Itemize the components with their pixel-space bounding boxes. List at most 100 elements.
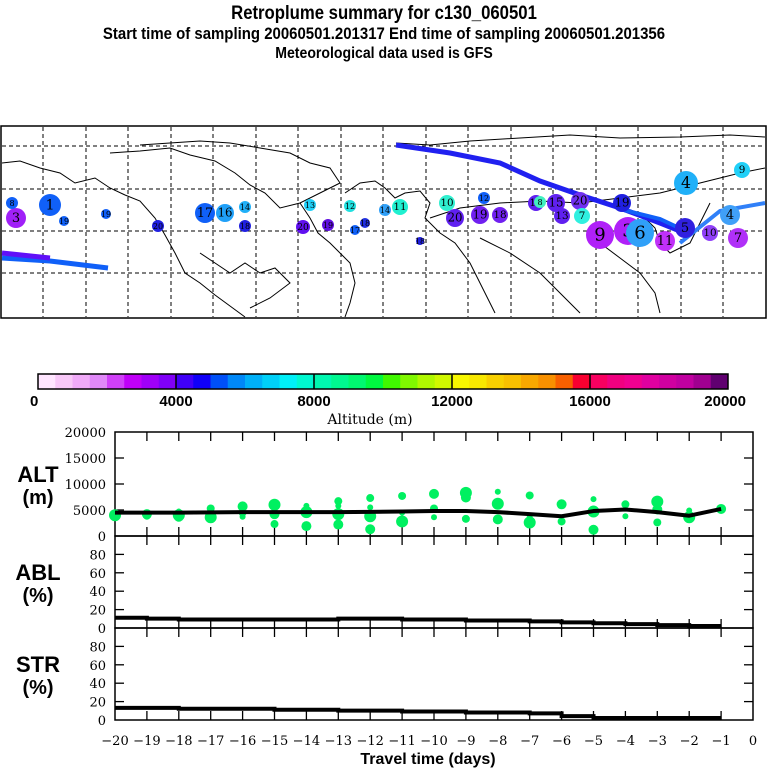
y-tick-label: 0 [98, 714, 106, 729]
panel-unit: (m) [22, 487, 53, 509]
plume-marker [674, 171, 698, 195]
plume-marker [734, 162, 750, 178]
colorbar-cell [521, 374, 539, 389]
plume-marker-label: 17 [350, 226, 360, 235]
plume-marker [728, 228, 748, 248]
scatter-point [588, 524, 599, 535]
colorbar-tick-label: 12000 [431, 393, 473, 410]
plume-marker [720, 205, 740, 225]
scatter-point [431, 514, 437, 521]
plume-marker [195, 203, 215, 223]
plume-marker-label: 18 [415, 237, 425, 246]
scatter-point [651, 495, 664, 508]
panel-str: 0 20 40 60 80 STR(%) [16, 627, 754, 729]
plume-marker-label: 9 [594, 225, 605, 246]
scatter-point [494, 488, 501, 495]
coastline [479, 237, 581, 314]
colorbar-cell [314, 374, 332, 389]
colorbar-cell [710, 374, 729, 389]
plume-marker-label: 18 [493, 209, 506, 221]
x-tick-label: −11 [388, 734, 415, 749]
plume-marker-label: 10 [440, 197, 453, 209]
colorbar-cell [193, 374, 211, 389]
plume-marker [360, 218, 370, 228]
plume-marker-label: 19 [615, 196, 630, 210]
colorbar-cell [693, 374, 712, 389]
plume-marker-label: 17 [197, 206, 214, 221]
plume-marker [655, 231, 675, 251]
plume-marker-label: 18 [240, 222, 250, 231]
series-line [115, 615, 722, 628]
x-tick-label: −15 [261, 734, 288, 749]
scatter-point [396, 515, 409, 528]
colorbar-cell [590, 374, 608, 389]
plume-marker-label: 14 [240, 203, 250, 212]
trajectory-track [1, 250, 51, 261]
x-tick-label: −12 [356, 734, 383, 749]
colorbar-cell [469, 374, 487, 389]
scatter-point [557, 517, 566, 526]
colorbar-tick-label: 16000 [569, 393, 611, 410]
panel-alt: 0 5000 10000 15000 20000 ALT(m) [17, 426, 754, 545]
colorbar-cell [624, 374, 643, 389]
colorbar-tick-label: 8000 [297, 393, 330, 410]
x-tick-label: −9 [456, 734, 475, 749]
colorbar-cell [107, 374, 125, 389]
panel-label: ABL [15, 560, 60, 585]
plume-marker [626, 219, 654, 247]
plume-marker [216, 204, 234, 222]
x-tick-label: −3 [648, 734, 667, 749]
plume-marker-label: 8 [9, 199, 14, 208]
scatter-point [429, 488, 439, 499]
x-tick-label: −8 [488, 734, 507, 749]
panel-frame [114, 535, 754, 629]
plume-marker-label: 10 [703, 227, 716, 239]
y-tick-label: 20 [89, 604, 106, 619]
trajectory-track [1, 255, 109, 271]
scatter-point [461, 514, 470, 523]
plume-marker-label: 7 [734, 231, 742, 246]
colorbar-cell [279, 374, 298, 389]
scatter-point [460, 492, 471, 503]
plume-marker-label: 4 [681, 174, 691, 192]
colorbar-tick-label: 20000 [704, 393, 746, 410]
colorbar-cell [331, 374, 349, 389]
plume-marker [296, 220, 310, 234]
colorbar-cell [555, 374, 574, 389]
colorbar-cell [607, 374, 625, 389]
series-line [115, 507, 722, 519]
colorbar-cell [176, 374, 194, 389]
plume-marker-label: 15 [549, 196, 564, 210]
plume-marker-label: 18 [360, 219, 370, 228]
x-tick-label: −16 [229, 734, 256, 749]
colorbar-cell [503, 374, 522, 389]
plume-marker-label: 20 [153, 222, 163, 231]
y-tick-label: 0 [98, 530, 106, 545]
scatter-point [366, 494, 375, 503]
coastline [199, 252, 291, 309]
altitude-colorbar: 0 4000 8000 12000 16000 20000 Altitude (m) [30, 373, 746, 428]
x-tick-label: −10 [420, 734, 447, 749]
x-tick-label: −4 [616, 734, 635, 749]
plume-marker [586, 221, 614, 249]
plume-marker [702, 225, 718, 241]
plume-marker-label: 7 [579, 210, 586, 222]
coastline [599, 242, 661, 314]
x-tick-labels: −20 −19 −18 −17 −16 −15 −14 −13 −12 −11 −10 −9 −8 −7−… [101, 734, 757, 749]
plume-marker-label: 11 [657, 234, 674, 249]
colorbar-cell [348, 374, 367, 389]
colorbar-cell [210, 374, 229, 389]
x-tick-label: −18 [165, 734, 192, 749]
plume-marker [675, 218, 695, 238]
scatter-point [335, 502, 342, 509]
y-tick-label: 0 [98, 622, 106, 637]
plume-marker-label: 11 [393, 201, 406, 213]
coastline [395, 134, 766, 146]
scatter-point [332, 508, 345, 521]
plume-marker [101, 209, 111, 219]
scatter-point [491, 497, 504, 510]
scatter-point [525, 491, 534, 500]
colorbar-frame [37, 373, 729, 390]
panel-label: STR [16, 652, 60, 677]
